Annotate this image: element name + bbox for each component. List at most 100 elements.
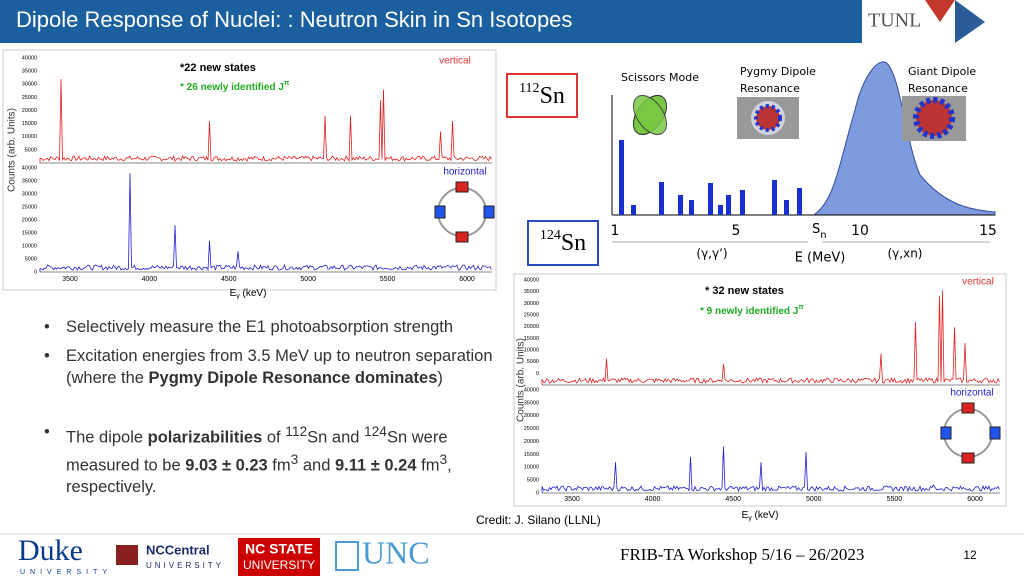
panel-label: horizontal [443,167,486,178]
x-label: Eγ (keV) [742,510,779,522]
logo: UNC [362,534,430,570]
label: Giant Dipole [908,65,976,78]
diagram-bar [631,205,636,215]
y-tick-label: 25000 [22,95,37,101]
spectrum [39,173,492,272]
y-tick-label: 0 [536,371,539,377]
y-tick-label: 35000 [22,69,37,75]
legend: * 9 newly identified Jπ [700,304,804,317]
y-label: Counts (arb. Units) [7,108,18,192]
x-tick-label: 5000 [300,276,316,283]
isotope: 124Sn [540,228,586,255]
y-tick-label: 20000 [524,324,539,330]
diagram-bar [784,200,789,215]
bullet: • Excitation energies from 3.5 MeV up to … [44,347,493,387]
coil-icon [434,205,446,219]
logo: NC STATE [245,541,313,557]
header-bar [0,0,862,43]
coil-icon [483,205,495,219]
x-tick-label: 3500 [564,496,580,503]
logo: UNIVERSITY [243,558,315,572]
diagram-bar [708,183,713,215]
diagram-bar [740,190,745,215]
logo: UNIVERSITY [20,569,112,576]
logo: Duke [18,534,83,567]
y-tick-label: 40000 [524,387,539,393]
bullet-sup: 3 [290,451,299,467]
spectrum [39,78,492,163]
y-tick-label: 30000 [22,82,37,88]
y-tick-label: 40000 [524,277,539,283]
y-tick-label: 15000 [524,336,539,342]
logo: TUNL [868,10,921,32]
y-tick-label: 30000 [22,191,37,197]
legend-text: 9 newly identified J [707,306,799,317]
y-tick-label: 5000 [25,147,37,153]
y-tick-label: 35000 [524,400,539,406]
diagram: Scissors Mode Pygmy Dipole Resonance Gia… [611,61,997,266]
spectrum-frame [2,49,497,291]
title: Dipole Response of Nuclei: : Neutron Ski… [16,7,572,32]
y-tick-label: 30000 [524,413,539,419]
y-tick-label: 0 [34,269,37,275]
coil-icon [989,426,1001,440]
bullet-bold: 9.11 ± 0.24 [334,456,417,474]
label: Pygmy Dipole [740,65,816,78]
label: Scissors Mode [621,71,699,84]
bullet-text: fm [416,456,440,474]
x-tick-label: 5500 [380,276,396,283]
y-tick-label: 35000 [22,178,37,184]
isotope-box [527,220,599,266]
bullet-text: , respectively. [66,456,452,496]
y-tick-label: 10000 [22,134,37,140]
diagram-bar [726,195,731,215]
y-tick-label: 20000 [22,108,37,114]
axis-label: E (MeV) [795,251,846,266]
logo-shield [116,545,138,565]
legend-text: 26 newly identified J [187,82,284,93]
x-tick-label: 4000 [645,496,661,503]
legend-marker: * [180,62,185,74]
panel-label: horizontal [950,388,993,399]
y-tick-label: 25000 [524,312,539,318]
y-tick-label: 15000 [22,121,37,127]
diagram-bar [678,195,683,215]
legend-sup: π [284,80,290,87]
logo-shape [955,0,985,43]
panel-label: vertical [962,277,994,288]
coil-icon [961,402,975,414]
legend-text: 22 new states [184,62,256,74]
logo-shape [925,0,955,22]
legend-text: 32 new states [712,285,784,297]
diagram-bar [619,140,624,215]
legend: * 26 newly identified Jπ [180,80,290,93]
bullet-text: Selectively measure the E1 photoabsorpti… [66,318,454,336]
y-tick-label: 20000 [524,439,539,445]
y-tick-label: 40000 [22,165,37,171]
page-number: 12 [963,548,977,562]
x-tick-label: 6000 [967,496,983,503]
bullet-bold: polarizabilities [147,428,263,447]
bullet-text: fm [267,456,291,474]
logo: UNIVERSITY [146,561,224,570]
y-tick-label: 5000 [527,359,539,365]
scissors-icon [632,94,668,136]
diagram-bar [689,200,694,215]
y-tick-label: 10000 [22,243,37,249]
y-label: Counts (arb. Units) [516,338,527,422]
legend: * 32 new states [705,285,784,297]
logo: NCCentral [146,542,210,557]
tick-label: 1 [611,223,620,239]
x-tick-label: 4500 [725,496,741,503]
y-tick-label: 15000 [524,452,539,458]
diagram-bar [772,180,777,215]
y-tick-label: 40000 [22,55,37,61]
x-tick-label: 5500 [887,496,903,503]
logo-bg [862,0,1024,43]
bullet-sup: 124 [364,424,387,439]
bullet-bold: 9.03 ± 0.23 [185,456,268,474]
event: FRIB-TA Workshop 5/16 – 26/2023 [620,545,864,564]
coil-icon [961,452,975,464]
